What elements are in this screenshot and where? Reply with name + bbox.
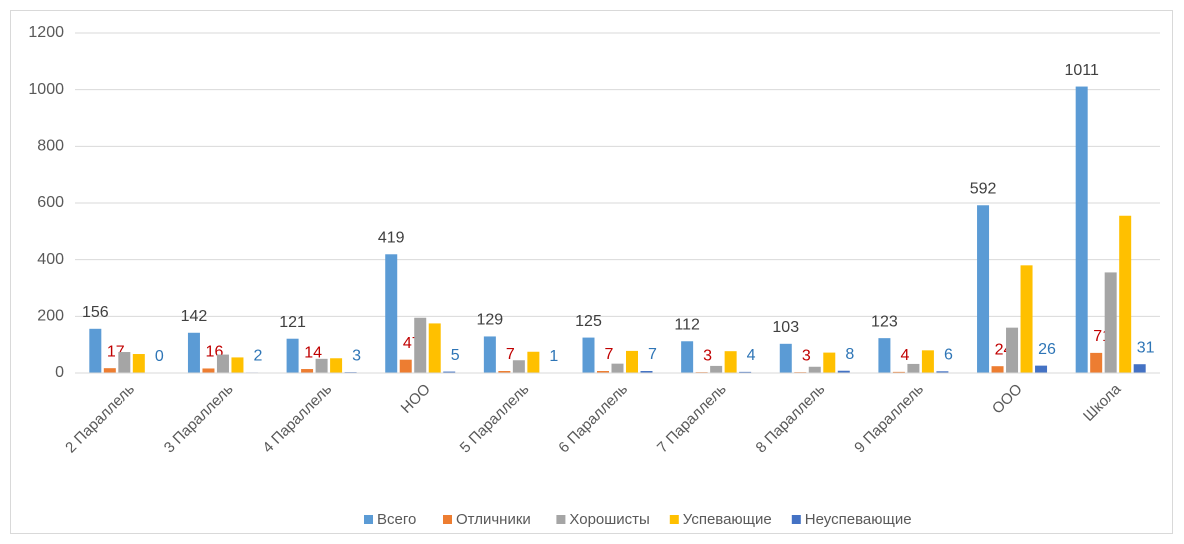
bar xyxy=(301,369,314,373)
data-label: 4 xyxy=(747,347,756,364)
legend-label: Всего xyxy=(377,511,416,528)
data-label: 6 xyxy=(944,347,953,364)
legend-swatch xyxy=(556,515,566,524)
data-label: 14 xyxy=(304,344,322,361)
bar xyxy=(216,354,229,373)
bar xyxy=(1090,352,1103,373)
bar xyxy=(286,338,299,373)
data-label: 103 xyxy=(772,319,799,336)
bar xyxy=(483,336,496,373)
data-label: 1 xyxy=(549,348,558,365)
bar xyxy=(892,371,905,373)
bar xyxy=(611,363,624,373)
legend-label: Неуспевающие xyxy=(805,511,912,528)
bar xyxy=(202,368,215,373)
bar xyxy=(724,351,737,373)
bar xyxy=(626,350,638,373)
bar xyxy=(878,338,891,373)
bar xyxy=(527,351,540,373)
bar xyxy=(118,352,131,373)
bar xyxy=(640,371,653,373)
legend-label: Успевающие xyxy=(683,511,772,528)
bar xyxy=(681,341,694,373)
bar xyxy=(1006,327,1019,373)
bar xyxy=(808,366,821,373)
bar xyxy=(443,371,456,373)
data-label: 419 xyxy=(378,230,405,247)
bar xyxy=(399,359,412,373)
y-tick-label: 1200 xyxy=(28,24,64,41)
chart-frame xyxy=(10,10,1173,534)
bar xyxy=(385,254,398,373)
data-label: 3 xyxy=(352,347,361,364)
y-tick-label: 400 xyxy=(37,251,64,268)
legend-swatch xyxy=(364,515,373,524)
bar xyxy=(739,371,752,373)
bar xyxy=(837,370,850,373)
data-label: 4 xyxy=(900,347,909,364)
bar xyxy=(132,354,145,373)
bar xyxy=(103,368,116,373)
data-label: 156 xyxy=(82,304,109,321)
bar xyxy=(977,205,990,373)
data-label: 26 xyxy=(1038,341,1056,358)
legend-label: Хорошисты xyxy=(569,511,649,528)
legend-swatch xyxy=(443,515,452,524)
data-label: 125 xyxy=(575,313,602,330)
data-label: 7 xyxy=(605,346,614,363)
legend-label: Отличники xyxy=(456,511,531,528)
bar xyxy=(710,365,723,373)
y-tick-label: 200 xyxy=(37,308,64,325)
data-label: 7 xyxy=(506,346,515,363)
legend-swatch xyxy=(669,515,679,524)
bar xyxy=(779,343,792,373)
bar xyxy=(1133,364,1146,373)
bar xyxy=(1020,265,1033,373)
data-label: 0 xyxy=(155,348,164,365)
bar xyxy=(428,323,441,373)
bar xyxy=(315,358,328,373)
bar xyxy=(231,357,244,373)
data-label: 7 xyxy=(648,346,657,363)
bar xyxy=(1075,86,1088,374)
data-label: 121 xyxy=(279,314,306,331)
bar xyxy=(936,371,949,373)
data-label: 592 xyxy=(970,180,997,197)
data-label: 129 xyxy=(477,312,504,329)
bar xyxy=(1119,215,1132,373)
data-label: 123 xyxy=(871,313,898,330)
data-label: 8 xyxy=(845,346,854,363)
bar xyxy=(823,352,836,373)
bar xyxy=(512,360,525,373)
bar xyxy=(330,358,343,373)
bar xyxy=(414,317,427,373)
data-label: 31 xyxy=(1137,339,1155,356)
bar xyxy=(991,366,1004,373)
bar xyxy=(582,337,595,373)
y-tick-label: 0 xyxy=(55,364,64,381)
data-label: 3 xyxy=(703,347,712,364)
data-label: 3 xyxy=(802,347,811,364)
bar xyxy=(907,363,920,373)
bar xyxy=(597,371,609,373)
bar xyxy=(1104,272,1117,373)
bar xyxy=(1035,365,1048,373)
y-tick-label: 600 xyxy=(37,194,64,211)
data-label: 112 xyxy=(674,316,700,333)
data-label: 5 xyxy=(451,347,460,364)
bar xyxy=(921,350,934,373)
bar xyxy=(187,332,200,373)
bar xyxy=(89,328,102,373)
data-label: 142 xyxy=(181,308,208,325)
data-label: 1011 xyxy=(1064,62,1099,79)
y-tick-label: 800 xyxy=(37,138,64,155)
bar xyxy=(498,371,511,373)
legend-swatch xyxy=(791,515,801,524)
y-tick-label: 1000 xyxy=(28,81,64,98)
data-label: 2 xyxy=(254,348,263,365)
